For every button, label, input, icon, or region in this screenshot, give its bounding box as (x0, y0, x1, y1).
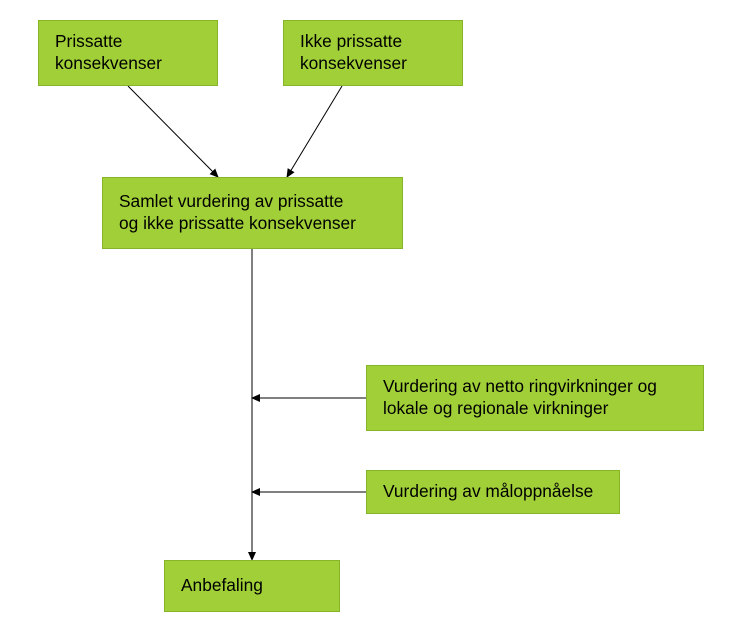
node-label: Prissattekonsekvenser (55, 31, 162, 74)
node-label: Vurdering av måloppnåelse (383, 481, 593, 503)
flowchart-edges (0, 0, 729, 628)
node-label: Ikke prissattekonsekvenser (300, 31, 407, 74)
node-samlet-vurdering: Samlet vurdering av prissatteog ikke pri… (102, 177, 403, 249)
node-label: Vurdering av netto ringvirkninger ogloka… (383, 376, 657, 419)
node-label: Samlet vurdering av prissatteog ikke pri… (119, 191, 356, 234)
node-label: Anbefaling (181, 575, 263, 597)
node-prissatte-konsekvenser: Prissattekonsekvenser (38, 20, 218, 86)
node-ikke-prissatte-konsekvenser: Ikke prissattekonsekvenser (283, 20, 463, 86)
node-anbefaling: Anbefaling (164, 560, 340, 612)
node-maloppnaelse: Vurdering av måloppnåelse (366, 470, 620, 514)
node-ringvirkninger: Vurdering av netto ringvirkninger ogloka… (366, 365, 704, 431)
